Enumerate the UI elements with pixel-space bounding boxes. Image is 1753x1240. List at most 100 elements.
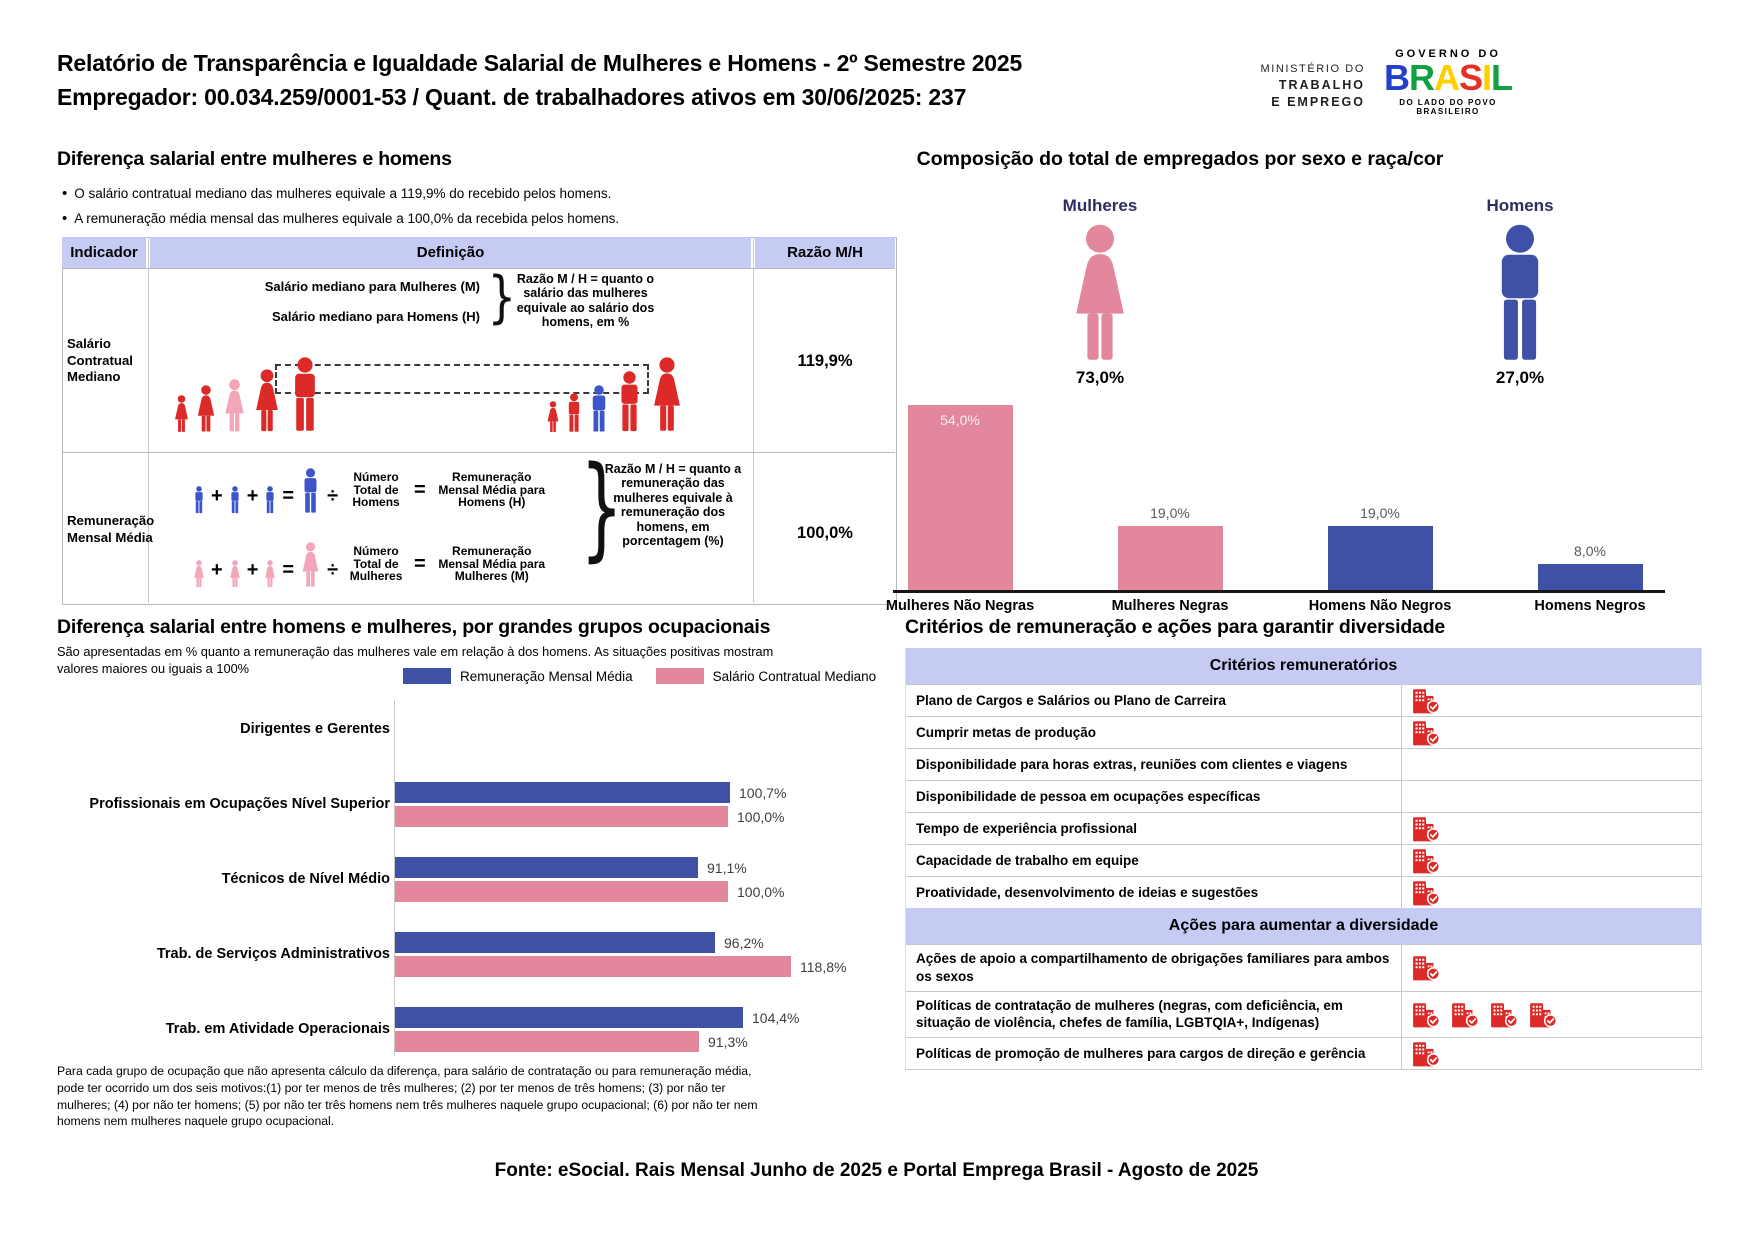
woman-figure-icon (194, 560, 204, 588)
criteria-row-label: Tempo de experiência profissional (916, 820, 1138, 836)
bar-value-label: 19,0% (1150, 505, 1190, 521)
ratio-value-salario-contratual: 119,9% (797, 352, 853, 370)
man-figure-icon (195, 486, 203, 514)
homens-percent: 27,0% (1495, 368, 1545, 387)
table-divider (753, 237, 754, 603)
criteria-row: Políticas de promoção de mulheres para c… (906, 1037, 1701, 1070)
formula-men: + + = ÷ Número Total de Homens = Remuneraçã… (192, 466, 553, 514)
criteria-row-icons (1401, 717, 1701, 748)
bar-value-label: 19,0% (1360, 505, 1400, 521)
legend-swatch-blue (403, 668, 451, 684)
man-silhouette-icon (1450, 224, 1590, 369)
formula-result-label: Remuneração Mensal Média para Mulheres (… (438, 543, 546, 584)
man-figure-icon (231, 486, 239, 514)
criteria-table: Critérios remuneratórios Plano de Cargos… (905, 648, 1702, 1071)
gov-logo-tagline: DO LADO DO POVO BRASILEIRO (1399, 98, 1497, 116)
source-footer: Fonte: eSocial. Rais Mensal Junho de 202… (494, 1160, 1259, 1181)
man-figure-icon (568, 393, 580, 432)
population-figures-left-group (172, 357, 324, 433)
occupational-axis-line (394, 700, 395, 1056)
gov-logo-top: GOVERNO DO (1395, 48, 1501, 60)
occupational-value-label: 100,7% (739, 785, 787, 801)
occupational-bar-chart: Dirigentes e Gerentes Profissionais em Oc… (57, 700, 870, 1060)
criteria-row: Políticas de contratação de mulheres (ne… (906, 990, 1701, 1038)
building-check-icon (1411, 879, 1441, 906)
building-check-icon (1411, 954, 1441, 981)
man-figure-icon (266, 486, 275, 514)
criteria-row: Plano de Cargos e Salários ou Plano de C… (906, 684, 1701, 716)
brasil-logo-letter: R (1408, 57, 1435, 98)
occupational-bar-remuneracao (395, 932, 715, 953)
building-check-icon (1411, 1040, 1441, 1067)
brasil-logo-letter: S (1458, 57, 1483, 98)
indicator-table-header-definicao: Definição (150, 237, 751, 268)
occupational-bar-salario (395, 806, 728, 827)
occupational-group-label: Dirigentes e Gerentes (240, 721, 390, 738)
composition-bar-chart: 54,0% 19,0% 19,0% 8,0% (890, 378, 1700, 592)
building-check-icon (1450, 1001, 1480, 1028)
occupational-heading: Diferença salarial entre homens e mulher… (57, 616, 771, 638)
salary-gap-heading: Diferença salarial entre mulheres e home… (57, 148, 452, 170)
criteria-row-icons (1401, 813, 1701, 844)
criteria-row: Disponibilidade de pessoa em ocupações e… (906, 780, 1701, 812)
composition-bar (1327, 526, 1433, 592)
table-divider (62, 452, 895, 453)
occupational-subtitle: São apresentadas em % quanto a remuneraç… (57, 644, 774, 676)
comparison-dashed-box (275, 364, 649, 394)
occupational-group-label: Trab. em Atividade Operacionais (165, 1021, 390, 1038)
woman-figure-icon (1076, 224, 1124, 360)
legend-label-remuneracao: Remuneração Mensal Média (460, 668, 633, 684)
occupational-bar-remuneracao (395, 1007, 743, 1028)
indicator-name-salario-contratual: Salário Contratual Mediano (67, 336, 133, 384)
formula-count-label: Número Total de Mulheres (349, 543, 403, 584)
occupational-value-label: 91,3% (708, 1034, 748, 1050)
man-figure-icon (295, 357, 315, 431)
building-check-icon (1411, 719, 1441, 746)
legend-swatch-pink (655, 668, 704, 684)
ratio-value-remuneracao-media: 100,0% (797, 524, 853, 542)
criteria-row-label: Proatividade, desenvolvimento de ideias … (916, 884, 1259, 900)
report-title: Relatório de Transparência e Igualdade S… (57, 50, 1023, 76)
mulheres-label: Mulheres (1062, 196, 1138, 215)
composition-category-label: Homens Não Negros (1308, 598, 1452, 614)
ministry-logo-line2: TRABALHO (1278, 78, 1365, 92)
man-figure-icon (1501, 224, 1539, 360)
criteria-row-label: Disponibilidade de pessoa em ocupações e… (916, 788, 1261, 804)
building-check-icon (1489, 1001, 1519, 1028)
legend-label-salario: Salário Contratual Mediano (712, 668, 877, 684)
occupational-bar-salario (395, 1031, 699, 1052)
man-figure-icon (621, 371, 638, 432)
building-check-icon (1411, 815, 1441, 842)
occupational-value-label: 100,0% (737, 809, 785, 825)
definition-line-mulheres: Salário mediano para Mulheres (M) (264, 279, 480, 294)
woman-figure-icon (175, 395, 188, 432)
building-check-icon (1411, 847, 1441, 874)
occupational-value-label: 96,2% (724, 935, 764, 951)
indicator-name-remuneracao-media: Remuneração Mensal Média (67, 513, 155, 545)
table-divider (62, 268, 895, 269)
mulheres-percent: 73,0% (1075, 368, 1125, 387)
brasil-logo-letter: B (1383, 57, 1410, 98)
criteria-row-label: Cumprir metas de produção (916, 724, 1097, 740)
population-figures-right-group (545, 357, 686, 433)
ratio-note-row2: Razão M / H = quanto a remuneração das m… (604, 462, 742, 548)
formula-result-label: Remuneração Mensal Média para Homens (H) (438, 469, 546, 510)
governo-do-brasil-logo: GOVERNO DO BRASIL DO LADO DO POVO BRASIL… (1378, 48, 1518, 116)
woman-figure-icon (302, 542, 319, 587)
criteria-heading: Critérios de remuneração e ações para ga… (905, 616, 1446, 638)
ministry-logo-line1: MINISTÉRIO DO (1260, 63, 1365, 75)
brace-glyph: } (580, 443, 624, 573)
occupational-bar-remuneracao (395, 782, 730, 803)
bar-value-label: 8,0% (1574, 543, 1606, 559)
criteria-section-title: Critérios remuneratórios (906, 648, 1701, 684)
composition-heading: Composição do total de empregados por se… (916, 148, 1444, 170)
criteria-row: Cumprir metas de produção (906, 716, 1701, 748)
criteria-row-icons (1401, 945, 1701, 991)
brasil-logo-word: BRASIL (1378, 60, 1518, 96)
woman-figure-icon (547, 401, 559, 433)
brasil-logo-letter: A (1433, 57, 1460, 98)
woman-figure-icon (229, 560, 240, 588)
composition-bar (1537, 564, 1643, 592)
occupational-value-label: 91,1% (707, 860, 747, 876)
occupational-group-label: Trab. de Serviços Administrativos (156, 946, 390, 963)
